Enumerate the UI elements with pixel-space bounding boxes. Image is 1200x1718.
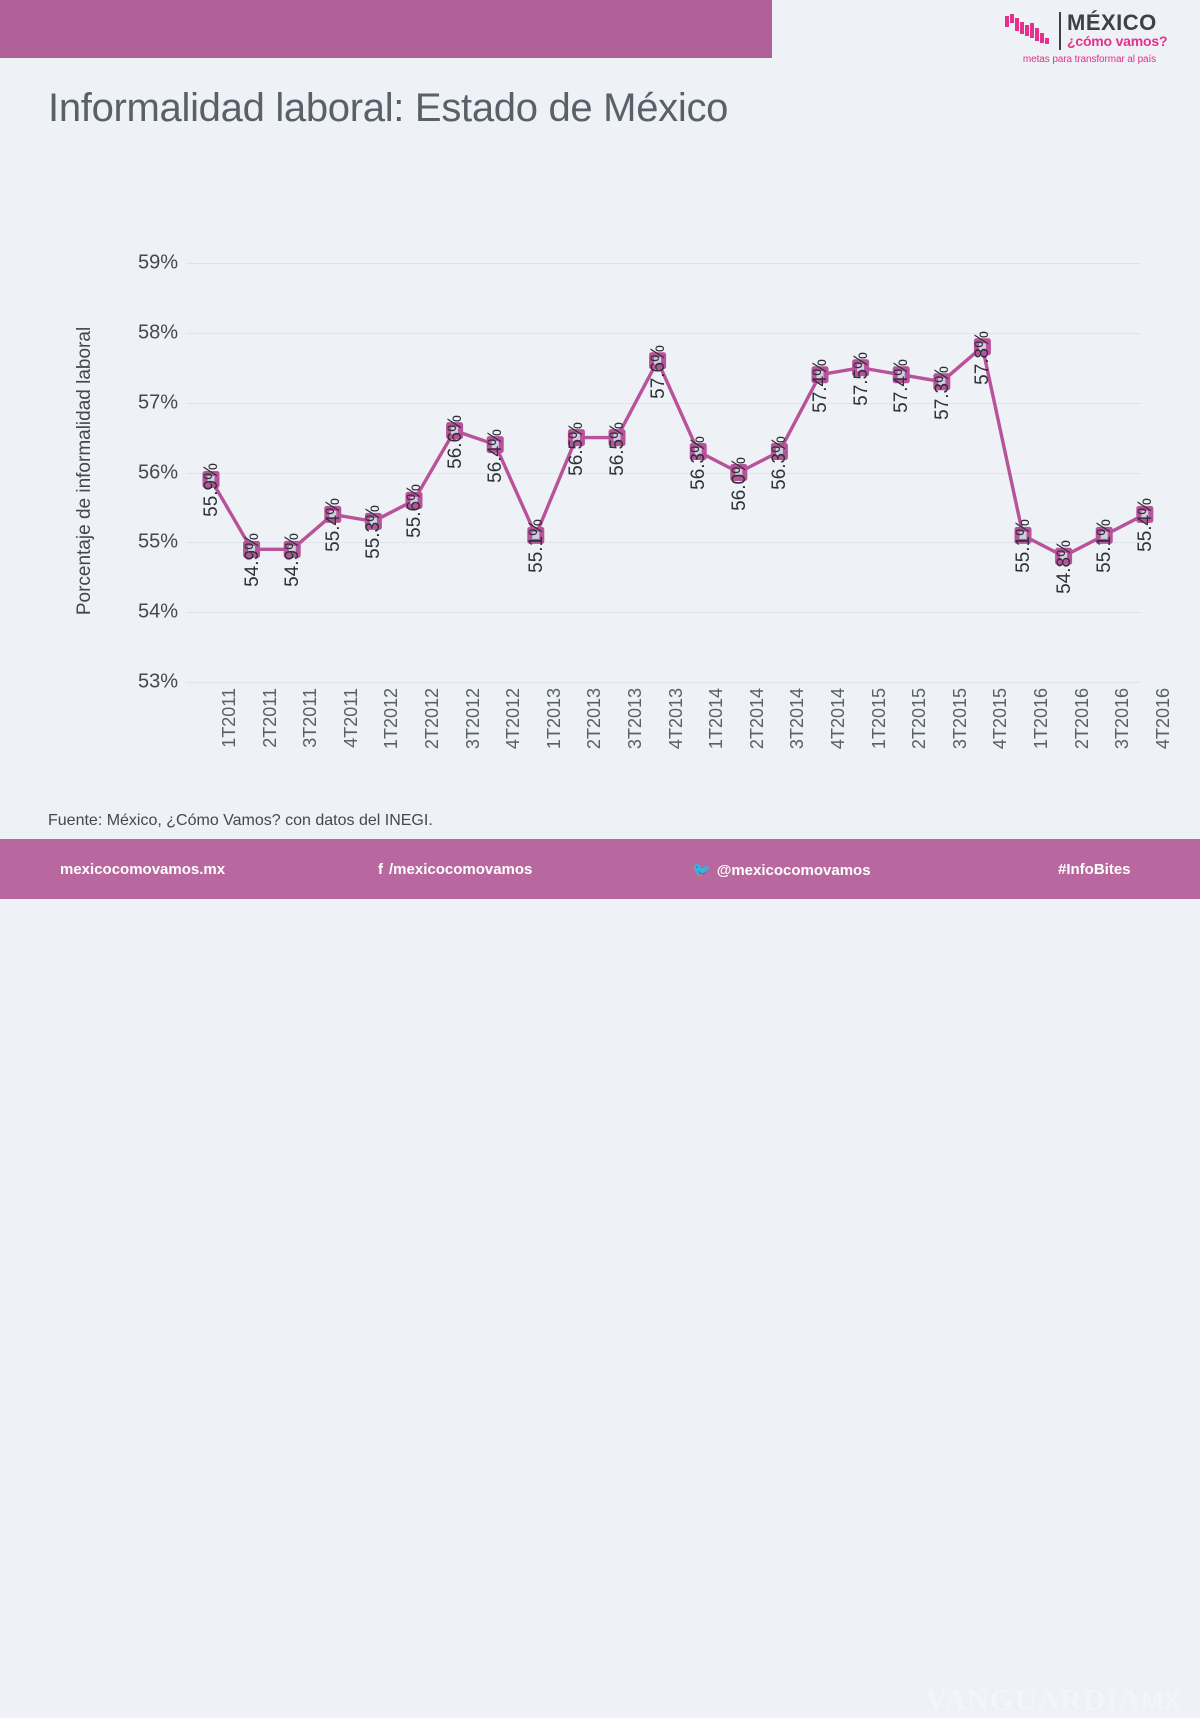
x-tick-label: 1T2014 [706,688,727,750]
footer-facebook-handle: /mexicocomovamos [389,861,533,878]
y-tick-label: 56% [137,461,178,483]
x-tick-label: 1T2011 [219,688,239,748]
data-point-label: 56.3% [688,435,710,490]
x-tick-label: 3T2016 [1112,688,1133,750]
gridline [186,612,1141,614]
x-tick-label: 1T2015 [868,688,889,750]
y-axis-title: Porcentaje de informalidad laboral [74,326,95,616]
data-point-label: 54.9% [241,533,263,588]
gridline [186,682,1141,683]
y-tick-label: 53% [137,670,178,693]
data-point-label: 57.5% [850,351,872,406]
x-tick-label: 4T2013 [665,688,686,750]
chart: Porcentaje de informalidad laboral 59% 58… [74,251,1173,750]
x-tick-label: 4T2016 [1152,688,1173,750]
mexico-map-bars-icon [1005,14,1049,44]
x-tick-label: 3T2011 [300,688,321,748]
data-point-label: 57.6% [647,344,669,399]
x-tick-label: 3T2013 [625,688,645,750]
x-tick-label: 3T2012 [462,688,483,750]
x-tick-label: 2T2016 [1071,688,1092,750]
x-tick-label: 3T2014 [787,688,808,750]
data-point-label: 55.4% [322,498,344,553]
data-point-label: 56.0% [728,456,750,511]
data-point-label: 56.4% [485,428,507,483]
watermark-suffix: MX [1141,1686,1181,1716]
x-tick-label: 4T2012 [503,688,524,750]
footer-twitter-link[interactable]: 🐦 @mexicocomovamos [692,861,871,879]
logo-divider [1059,12,1061,50]
data-point-label: 55.1% [1013,519,1034,574]
y-tick-label: 59% [137,251,178,274]
y-tick-label: 54% [137,600,178,623]
data-point-label: 54.8% [1053,540,1075,595]
page-title: Informalidad laboral: Estado de México [48,86,729,130]
x-tick-label: 2T2011 [259,688,280,748]
x-tick-label: 2T2013 [584,688,605,750]
data-point-label: 57.3% [931,365,953,420]
gridline [186,402,1141,404]
data-point-label: 55.6% [404,484,425,539]
x-tick-label: 1T2016 [1031,688,1051,750]
data-point-label: 56.5% [566,421,588,476]
watermark-text: VANGUARDIA [925,1682,1142,1717]
footer-twitter-handle: @mexicocomovamos [716,862,871,879]
x-tick-label: 2T2015 [909,688,930,750]
x-tick-label: 1T2013 [543,688,564,750]
data-point-label: 57.8% [972,330,994,385]
twitter-icon: 🐦 [692,862,711,879]
y-tick-label: 55% [137,530,178,553]
y-tick-label: 57% [137,391,178,414]
data-point-label: 55.1% [525,519,547,574]
data-point-label: 56.3% [769,435,791,490]
x-tick-label: 2T2014 [746,688,767,750]
gridline [186,472,1141,474]
footer-website-link[interactable]: mexicocomovamos.mx [60,861,226,878]
data-point-label: 55.1% [1094,519,1116,574]
source-note: Fuente: México, ¿Cómo Vamos? con datos d… [48,812,433,829]
footer-hashtag: #InfoBites [1058,861,1131,878]
y-tick-label: 58% [137,321,178,344]
gridline [186,332,1141,334]
data-point-label: 56.5% [607,421,628,476]
x-tick-label: 4T2014 [828,688,848,750]
x-tick-label: 4T2011 [340,688,361,748]
x-tick-label: 4T2015 [990,688,1011,750]
facebook-icon: f [378,861,383,878]
data-point-label: 56.6% [444,414,466,469]
line-series [202,338,1154,565]
x-tick-label: 1T2012 [381,688,402,750]
gridline [186,263,1141,264]
data-point-label: 55.9% [201,463,222,518]
data-point-label: 54.9% [282,533,304,588]
footer-facebook-link[interactable]: f/mexicocomovamos [378,861,532,878]
data-point-label: 55.3% [363,505,385,560]
x-tick-label: 2T2012 [422,688,442,750]
data-point-label: 57.4% [891,358,913,413]
logo-brand: MÉXICO [1067,10,1157,35]
logo-tagline: metas para transformar al país [1022,54,1157,65]
series-line [209,345,1146,558]
data-point-label: 57.4% [810,358,831,413]
data-point-label: 55.4% [1134,498,1156,553]
logo: MÉXICO ¿cómo vamos? metas para transform… [997,10,1182,72]
footer-bar: mexicocomovamos.mx f/mexicocomovamos 🐦 @m… [0,839,1200,1717]
x-tick-label: 3T2015 [949,688,970,750]
vanguardia-watermark: VANGUARDIAMX [925,1682,1180,1718]
logo-subtitle: ¿cómo vamos? [1067,33,1168,49]
header-accent-bar [0,0,772,58]
